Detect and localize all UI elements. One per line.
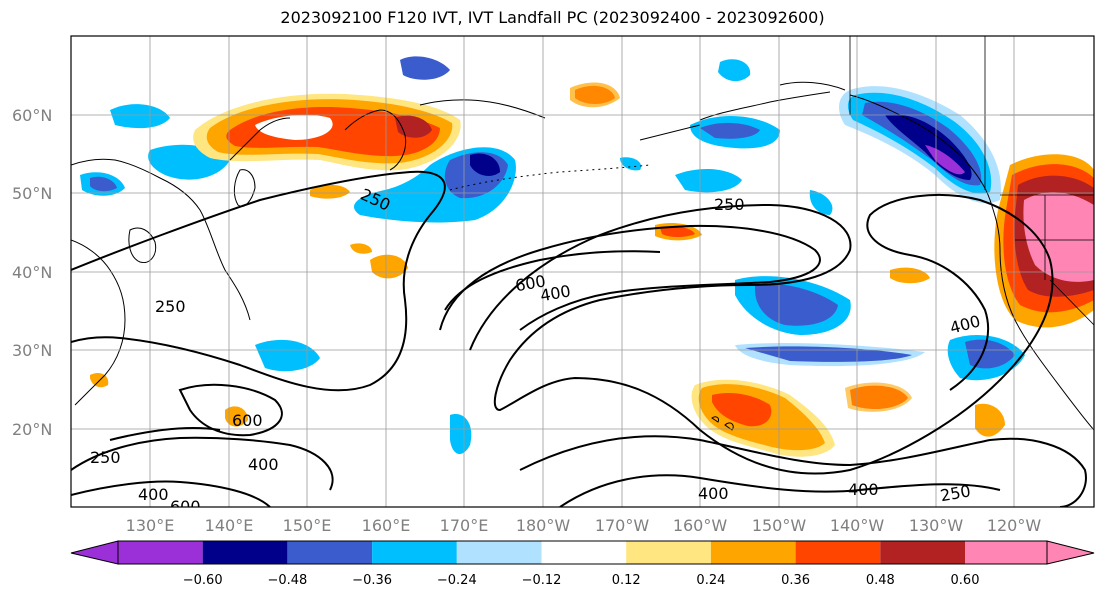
lon-tick-label: 140°E	[205, 516, 254, 535]
lat-tick-label: 30°N	[12, 341, 52, 360]
colorbar-tick-label: −0.12	[522, 573, 562, 588]
colorbar-tick-label: −0.24	[437, 573, 477, 588]
gridlines	[71, 36, 1094, 507]
shading-positive-west-coast	[994, 154, 1094, 328]
map-title: 2023092100 F120 IVT, IVT Landfall PC (20…	[280, 8, 825, 27]
lon-tick-label: 180°W	[516, 516, 571, 535]
colorbar-segment	[710, 541, 796, 564]
shading-negative-gulf	[675, 59, 833, 215]
lon-axis: 130°E 140°E 150°E 160°E 170°E 180°W 170°…	[126, 516, 1042, 535]
shading-negative-northwest	[80, 56, 642, 455]
lon-tick-label: 130°W	[909, 516, 964, 535]
colorbar-extend-high	[1046, 540, 1095, 565]
colorbar-segment	[287, 541, 373, 564]
contour-label: 250	[90, 448, 121, 467]
shading-positive-hawaii	[90, 267, 1005, 457]
colorbar-segment	[965, 541, 1047, 564]
lat-tick-label: 40°N	[12, 263, 52, 282]
lat-tick-label: 20°N	[12, 420, 52, 439]
contour-labels: 250 250 600 400 250 400 600 250 400 400 …	[90, 185, 982, 516]
contour-label: 250	[714, 195, 745, 214]
colorbar: −0.60 −0.48 −0.36 −0.24 −0.12 0.12 0.24 …	[70, 540, 1095, 588]
colorbar-tick-label: −0.48	[267, 573, 307, 588]
lat-axis: 60°N 50°N 40°N 30°N 20°N	[12, 106, 52, 439]
colorbar-tick-label: 0.24	[696, 573, 725, 588]
contour-label: 250	[155, 297, 186, 316]
colorbar-segment	[795, 541, 881, 564]
colorbar-tick-label: 0.60	[951, 573, 980, 588]
colorbar-tick-label: 0.12	[612, 573, 641, 588]
colorbar-tick-label: 0.48	[866, 573, 895, 588]
lon-tick-label: 170°W	[595, 516, 650, 535]
colorbar-outline	[117, 540, 1048, 565]
lon-tick-label: 150°W	[752, 516, 807, 535]
colorbar-segment	[202, 541, 288, 564]
lon-tick-label: 140°W	[830, 516, 885, 535]
map-content: 250 250 600 400 250 400 600 250 400 400 …	[71, 36, 1094, 516]
colorbar-tick-label: 0.36	[781, 573, 810, 588]
contour-label: 600	[170, 497, 201, 516]
colorbar-segment	[372, 541, 457, 564]
lon-tick-label: 120°W	[987, 516, 1042, 535]
contour-label: 400	[138, 485, 169, 504]
contour-label: 400	[848, 480, 879, 499]
contour-label: 600	[232, 411, 263, 430]
colorbar-segment	[626, 541, 711, 564]
lon-tick-label: 160°E	[362, 516, 411, 535]
lat-tick-label: 60°N	[12, 106, 52, 125]
shading-negative-alaska	[838, 86, 1001, 204]
contour-label: 400	[698, 484, 729, 503]
colorbar-segment	[880, 541, 965, 564]
lon-tick-label: 150°E	[283, 516, 332, 535]
lon-tick-label: 170°E	[440, 516, 489, 535]
colorbar-extend-low	[70, 540, 119, 565]
map-frame	[70, 35, 1095, 508]
colorbar-segment	[541, 541, 627, 564]
lon-tick-label: 160°W	[673, 516, 728, 535]
ivt-contours	[71, 170, 1087, 507]
lat-tick-label: 50°N	[12, 184, 52, 203]
colorbar-tick-label: −0.60	[183, 573, 223, 588]
lon-tick-label: 130°E	[126, 516, 175, 535]
contour-label: 400	[248, 455, 279, 474]
colorbar-segment	[456, 541, 542, 564]
colorbar-segment	[118, 541, 203, 564]
colorbar-tick-label: −0.36	[352, 573, 392, 588]
